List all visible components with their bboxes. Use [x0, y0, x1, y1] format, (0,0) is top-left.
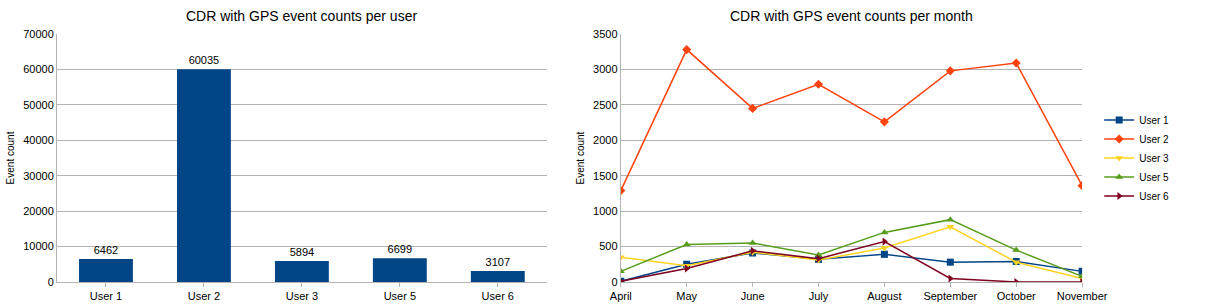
svg-text:6462: 6462: [94, 244, 118, 256]
svg-text:60000: 60000: [23, 63, 54, 75]
svg-text:5894: 5894: [290, 246, 314, 258]
svg-text:June: June: [741, 290, 765, 302]
svg-text:September: September: [923, 290, 977, 302]
svg-text:CDR with GPS event counts per: CDR with GPS event counts per month: [730, 8, 973, 24]
svg-text:User 3: User 3: [286, 290, 318, 302]
svg-text:6699: 6699: [388, 243, 412, 255]
svg-text:40000: 40000: [23, 134, 54, 146]
svg-text:60035: 60035: [189, 54, 220, 66]
svg-text:April: April: [610, 290, 632, 302]
svg-text:0: 0: [611, 276, 617, 288]
svg-text:User 6: User 6: [482, 290, 514, 302]
svg-text:3107: 3107: [486, 256, 510, 268]
svg-text:1500: 1500: [593, 170, 617, 182]
svg-text:User 2: User 2: [1139, 134, 1169, 145]
svg-text:2000: 2000: [593, 134, 617, 146]
svg-text:20000: 20000: [23, 205, 54, 217]
svg-text:November: November: [1057, 290, 1108, 302]
svg-text:User 6: User 6: [1139, 191, 1169, 202]
svg-text:50000: 50000: [23, 99, 54, 111]
svg-text:2500: 2500: [593, 99, 617, 111]
svg-text:May: May: [676, 290, 697, 302]
svg-text:1000: 1000: [593, 205, 617, 217]
svg-text:500: 500: [599, 240, 617, 252]
svg-text:August: August: [867, 290, 901, 302]
svg-text:3500: 3500: [593, 28, 617, 40]
svg-text:Event count: Event count: [5, 131, 16, 184]
svg-text:0: 0: [48, 276, 54, 288]
svg-text:Event count: Event count: [575, 131, 586, 184]
svg-text:3000: 3000: [593, 63, 617, 75]
svg-text:10000: 10000: [23, 240, 54, 252]
svg-text:User 3: User 3: [1139, 153, 1169, 164]
svg-text:70000: 70000: [23, 28, 54, 40]
svg-text:User 5: User 5: [384, 290, 416, 302]
svg-text:October: October: [997, 290, 1036, 302]
svg-text:30000: 30000: [23, 170, 54, 182]
svg-text:CDR with GPS event counts per: CDR with GPS event counts per user: [186, 8, 417, 24]
svg-text:July: July: [809, 290, 829, 302]
svg-text:User 1: User 1: [1139, 115, 1169, 126]
svg-text:User 2: User 2: [188, 290, 220, 302]
svg-text:User 1: User 1: [90, 290, 122, 302]
svg-text:User 5: User 5: [1139, 172, 1169, 183]
